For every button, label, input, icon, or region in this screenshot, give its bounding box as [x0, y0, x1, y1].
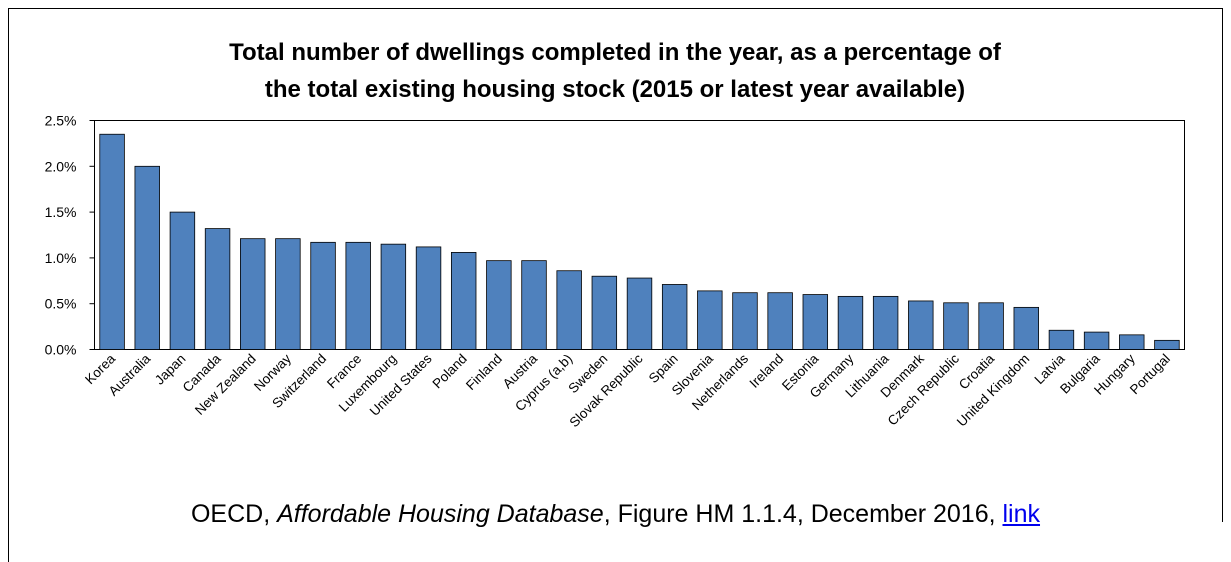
bar — [345, 241, 371, 350]
bar — [240, 238, 266, 350]
bar — [872, 295, 899, 350]
bar — [486, 260, 512, 350]
source-link[interactable]: link — [1002, 500, 1041, 528]
bar — [1119, 334, 1145, 350]
source: OECD, Affordable Housing Database, Figur… — [0, 500, 1231, 529]
y-tick-label: 0.0% — [45, 342, 77, 358]
bar — [169, 211, 196, 350]
bar — [275, 238, 301, 350]
bar — [415, 246, 442, 350]
bar — [626, 277, 653, 350]
bar — [978, 302, 1004, 350]
bar — [134, 165, 160, 350]
bar — [697, 290, 723, 350]
frame — [8, 8, 1223, 562]
source-title: Affordable Housing Database — [277, 500, 604, 528]
source-suffix: , Figure HM 1.1.4, December 2016, — [603, 500, 1003, 528]
bar — [732, 292, 758, 350]
bar — [837, 295, 864, 350]
chart-title: Total number of dwellings completed in t… — [229, 39, 1002, 66]
bar — [802, 294, 829, 350]
y-tick-label: 1.0% — [45, 250, 77, 266]
bar — [591, 275, 618, 350]
bar — [450, 252, 477, 350]
x-tick-label: United States — [367, 351, 435, 419]
y-tick-label: 2.0% — [45, 158, 77, 174]
bar — [204, 228, 231, 350]
bar — [556, 270, 582, 350]
y-tick-label: 0.5% — [45, 296, 77, 312]
bar — [661, 284, 688, 350]
bar — [1154, 339, 1180, 350]
bar — [1048, 329, 1075, 350]
bar — [310, 241, 336, 350]
source-prefix: OECD, — [190, 500, 278, 528]
bar — [943, 302, 969, 350]
bar — [99, 133, 125, 350]
bar — [908, 300, 934, 350]
chart-title: the total existing housing stock (2015 o… — [265, 76, 965, 103]
y-tick-label: 1.5% — [45, 204, 77, 220]
y-tick-label: 2.5% — [45, 113, 77, 129]
x-tick-label: Poland — [429, 351, 469, 391]
x-tick-label: Finland — [463, 351, 505, 393]
bar — [380, 243, 407, 350]
bar — [1013, 306, 1039, 350]
bar — [767, 292, 793, 350]
bar — [521, 260, 547, 350]
bar — [1083, 331, 1110, 350]
